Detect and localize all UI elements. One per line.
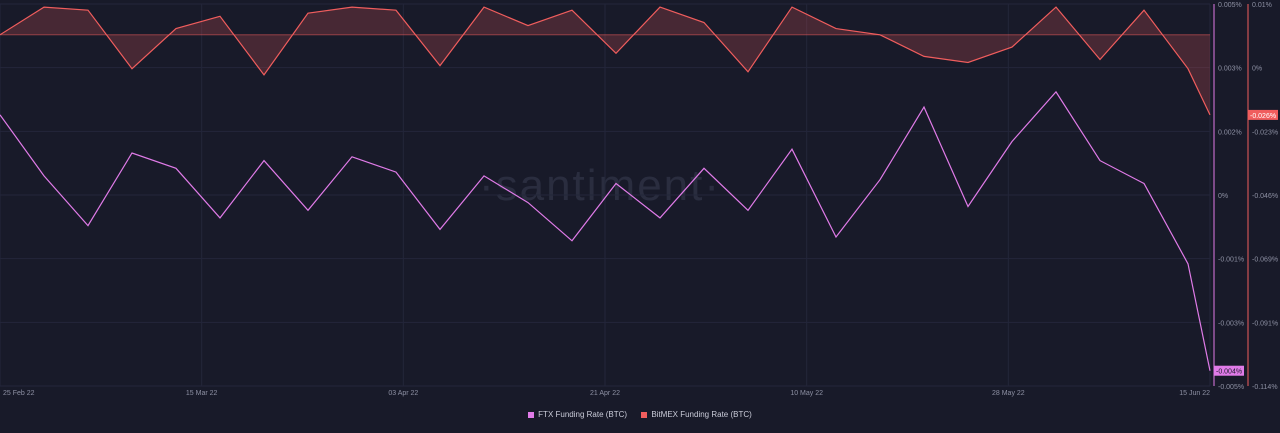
watermark-text: ·santiment· (479, 161, 721, 210)
bitmex-axis-tick-label: 0.01% (1252, 2, 1272, 9)
bitmex-series-line (0, 6, 1211, 116)
legend-label-bitmex: BitMEX Funding Rate (BTC) (651, 410, 752, 419)
ftx-current-value-label: -0.004% (1216, 369, 1242, 376)
x-axis-date-label: 03 Apr 22 (388, 390, 418, 397)
ftx-axis-tick-label: 0% (1218, 193, 1228, 200)
bitmex-current-value-label: -0.026% (1250, 113, 1276, 120)
bitmex-axis-tick-label: -0.091% (1252, 320, 1278, 327)
legend-swatch-ftx (528, 411, 535, 418)
x-axis-date-label: 21 Apr 22 (590, 390, 620, 397)
bitmex-axis-tick-label: 0% (1252, 66, 1262, 73)
legend-item-ftx[interactable]: FTX Funding Rate (BTC) (528, 410, 627, 419)
bitmex-axis-tick-label: -0.069% (1252, 257, 1278, 264)
bitmex-axis-tick-label: -0.114% (1252, 384, 1278, 391)
ftx-axis-tick-label: 0.005% (1218, 2, 1242, 9)
ftx-series-line (0, 90, 1211, 371)
bitmex-axis-tick-label: -0.023% (1252, 129, 1278, 136)
legend: FTX Funding Rate (BTC) BitMEX Funding Ra… (0, 410, 1280, 420)
legend-item-bitmex[interactable]: BitMEX Funding Rate (BTC) (641, 410, 752, 419)
x-axis-date-label: 28 May 22 (992, 390, 1025, 397)
ftx-axis-tick-label: -0.003% (1218, 320, 1244, 327)
ftx-axis-tick-label: -0.001% (1218, 257, 1244, 264)
legend-label-ftx: FTX Funding Rate (BTC) (538, 410, 628, 419)
x-axis-date-label: 15 Jun 22 (1179, 390, 1210, 397)
x-axis-date-label: 25 Feb 22 (3, 390, 35, 397)
x-axis-date-label: 15 Mar 22 (186, 390, 218, 397)
legend-swatch-bitmex (641, 411, 648, 418)
ftx-current-value-badge (1214, 365, 1244, 376)
bitmex-current-value-badge (1248, 109, 1278, 120)
ftx-axis-tick-label: 0.003% (1218, 66, 1242, 73)
bitmex-axis-tick-label: -0.046% (1252, 193, 1278, 200)
ftx-axis-tick-label: 0.002% (1218, 129, 1242, 136)
bitmex-area (0, 7, 1210, 115)
ftx-axis-tick-label: -0.005% (1218, 384, 1244, 391)
x-axis-date-label: 10 May 22 (790, 390, 823, 397)
